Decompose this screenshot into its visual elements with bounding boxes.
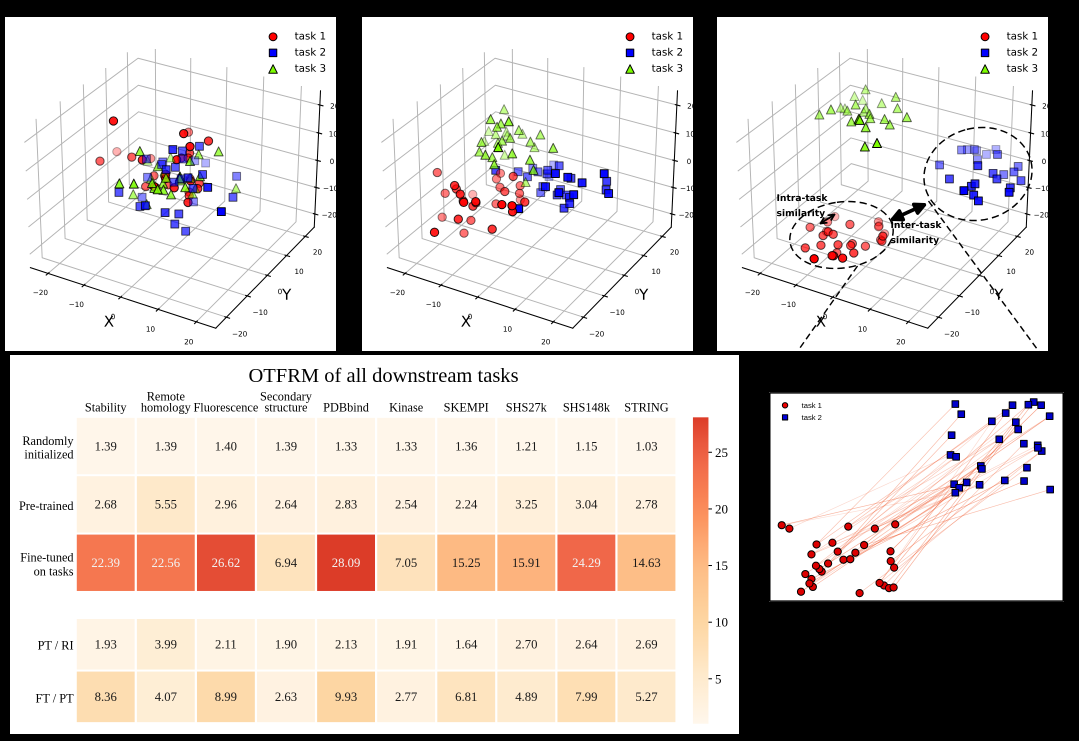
svg-text:2.13: 2.13 bbox=[335, 637, 357, 651]
svg-text:Pre-trained: Pre-trained bbox=[19, 499, 74, 513]
svg-text:6.81: 6.81 bbox=[455, 690, 477, 704]
svg-text:1.91: 1.91 bbox=[395, 637, 417, 651]
svg-text:5.55: 5.55 bbox=[155, 498, 177, 512]
svg-text:1.39: 1.39 bbox=[155, 439, 177, 453]
svg-text:15.91: 15.91 bbox=[512, 556, 541, 570]
svg-text:structure: structure bbox=[264, 400, 308, 414]
svg-text:1.64: 1.64 bbox=[455, 637, 478, 651]
svg-text:task 2: task 2 bbox=[802, 413, 822, 422]
svg-text:1.36: 1.36 bbox=[455, 439, 477, 453]
svg-text:2.64: 2.64 bbox=[275, 498, 298, 512]
svg-text:2.24: 2.24 bbox=[455, 498, 478, 512]
svg-text:3.04: 3.04 bbox=[575, 498, 598, 512]
svg-text:3.25: 3.25 bbox=[515, 498, 537, 512]
svg-text:24.29: 24.29 bbox=[572, 556, 601, 570]
svg-text:SHS27k: SHS27k bbox=[506, 400, 548, 414]
svg-text:1.39: 1.39 bbox=[95, 439, 117, 453]
svg-text:Remote: Remote bbox=[147, 389, 186, 403]
svg-text:task 1: task 1 bbox=[802, 401, 822, 410]
svg-text:2.63: 2.63 bbox=[275, 690, 297, 704]
svg-text:Kinase: Kinase bbox=[389, 400, 424, 414]
svg-text:Randomly: Randomly bbox=[22, 434, 74, 448]
svg-text:PDBbind: PDBbind bbox=[323, 400, 369, 414]
svg-text:26.62: 26.62 bbox=[212, 556, 241, 570]
svg-text:10: 10 bbox=[715, 615, 728, 630]
svg-text:FT / PT: FT / PT bbox=[36, 691, 75, 705]
svg-text:7.99: 7.99 bbox=[575, 690, 597, 704]
svg-text:1.21: 1.21 bbox=[515, 439, 537, 453]
svg-text:8.99: 8.99 bbox=[215, 690, 237, 704]
svg-text:2.70: 2.70 bbox=[515, 637, 537, 651]
svg-text:1.40: 1.40 bbox=[215, 439, 237, 453]
svg-text:28.09: 28.09 bbox=[332, 556, 361, 570]
svg-text:OTFRM of all downstream tasks: OTFRM of all downstream tasks bbox=[248, 365, 518, 387]
svg-text:1.33: 1.33 bbox=[335, 439, 357, 453]
svg-text:Stability: Stability bbox=[85, 400, 128, 414]
svg-text:on tasks: on tasks bbox=[34, 564, 74, 578]
svg-text:1.33: 1.33 bbox=[395, 439, 417, 453]
svg-text:SKEMPI: SKEMPI bbox=[444, 400, 489, 414]
svg-text:5: 5 bbox=[715, 671, 722, 686]
svg-text:4.89: 4.89 bbox=[515, 690, 537, 704]
svg-text:22.56: 22.56 bbox=[152, 556, 181, 570]
svg-text:2.68: 2.68 bbox=[95, 498, 117, 512]
svg-text:2.77: 2.77 bbox=[395, 690, 417, 704]
svg-text:1.90: 1.90 bbox=[275, 637, 297, 651]
svg-text:2.11: 2.11 bbox=[215, 637, 237, 651]
svg-text:STRING: STRING bbox=[624, 400, 669, 414]
svg-text:2.69: 2.69 bbox=[635, 637, 657, 651]
svg-text:homology: homology bbox=[141, 400, 192, 414]
svg-text:9.93: 9.93 bbox=[335, 690, 357, 704]
svg-text:PT / RI: PT / RI bbox=[38, 639, 74, 653]
svg-text:initialized: initialized bbox=[24, 448, 73, 462]
svg-text:2.96: 2.96 bbox=[215, 498, 237, 512]
svg-text:2.64: 2.64 bbox=[575, 637, 598, 651]
svg-text:2.78: 2.78 bbox=[635, 498, 657, 512]
svg-text:15: 15 bbox=[715, 558, 728, 573]
svg-text:14.63: 14.63 bbox=[632, 556, 661, 570]
svg-text:4.07: 4.07 bbox=[155, 690, 177, 704]
svg-text:Secondary: Secondary bbox=[260, 389, 313, 403]
svg-text:6.94: 6.94 bbox=[275, 556, 298, 570]
svg-text:SHS148k: SHS148k bbox=[563, 400, 611, 414]
svg-text:Fine-tuned: Fine-tuned bbox=[20, 551, 73, 565]
svg-text:8.36: 8.36 bbox=[95, 690, 117, 704]
svg-text:2.54: 2.54 bbox=[395, 498, 418, 512]
svg-text:20: 20 bbox=[715, 501, 728, 516]
svg-text:1.03: 1.03 bbox=[635, 439, 657, 453]
svg-text:1.39: 1.39 bbox=[275, 439, 297, 453]
svg-text:15.25: 15.25 bbox=[452, 556, 481, 570]
svg-text:3.99: 3.99 bbox=[155, 637, 177, 651]
svg-text:7.05: 7.05 bbox=[395, 556, 417, 570]
svg-text:2.83: 2.83 bbox=[335, 498, 357, 512]
svg-text:25: 25 bbox=[715, 445, 728, 460]
svg-text:1.15: 1.15 bbox=[575, 439, 597, 453]
svg-text:22.39: 22.39 bbox=[91, 556, 120, 570]
svg-text:5.27: 5.27 bbox=[635, 690, 657, 704]
svg-text:Fluorescence: Fluorescence bbox=[193, 400, 258, 414]
svg-text:1.93: 1.93 bbox=[95, 637, 117, 651]
